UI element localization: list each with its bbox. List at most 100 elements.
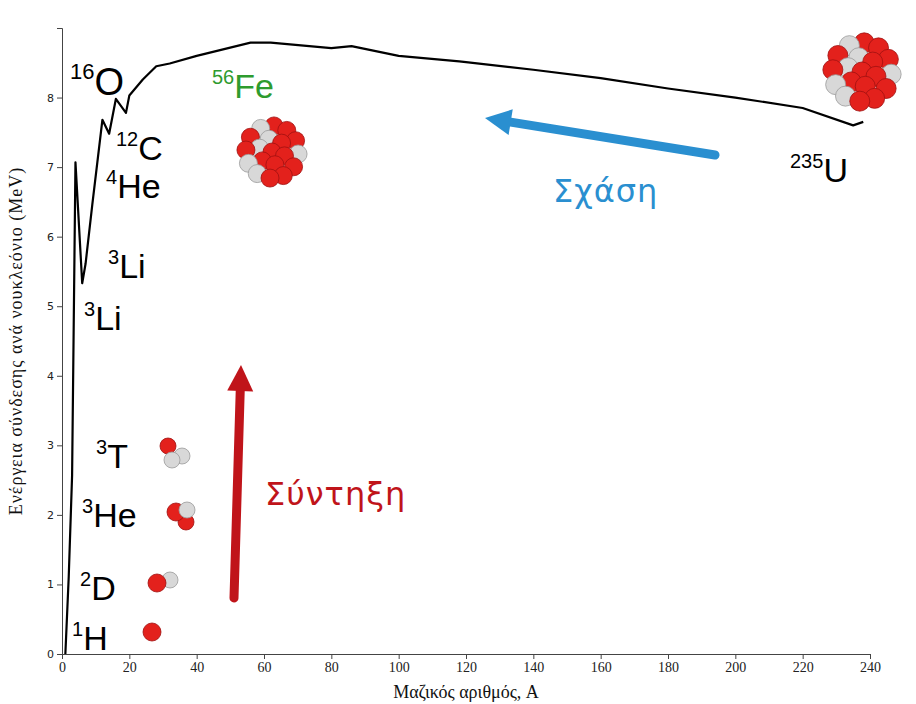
- x-tick-label: 60: [258, 660, 272, 675]
- arrow: [234, 391, 240, 598]
- element-symbol: He: [117, 167, 160, 205]
- nuclide-label: 1H: [72, 618, 108, 657]
- nucleon-icon: [164, 452, 180, 468]
- process-name: Σχάση: [553, 172, 658, 210]
- x-tick: 200: [725, 654, 746, 675]
- x-tick-label: 0: [59, 660, 66, 675]
- x-tick-label: 100: [389, 660, 410, 675]
- nuclide-label: 3Li: [84, 298, 122, 337]
- x-tick: 140: [523, 654, 544, 675]
- y-tick-mark: [57, 167, 62, 168]
- x-tick-mark: [466, 654, 467, 659]
- x-tick: 0: [59, 654, 66, 675]
- x-tick-label: 160: [591, 660, 612, 675]
- mass-number: 3: [108, 246, 119, 268]
- y-tick: 1: [47, 578, 62, 591]
- x-axis: 0 20 40 60 80 100 120 140 160 180 200 220 240: [59, 654, 881, 675]
- y-tick: 5: [47, 300, 62, 313]
- mass-number: 4: [106, 166, 117, 188]
- nucleon-icon: [179, 502, 195, 518]
- x-tick-label: 220: [793, 660, 814, 675]
- plot-area: [65, 43, 863, 654]
- x-tick: 20: [123, 654, 137, 675]
- element-symbol: D: [91, 569, 116, 607]
- y-tick-label: 1: [47, 578, 54, 591]
- mass-number: 2: [80, 568, 91, 590]
- mass-number: 235: [790, 150, 823, 172]
- x-tick-mark: [803, 654, 804, 659]
- y-tick-label: 3: [47, 439, 54, 452]
- nucleon-icon: [143, 623, 161, 641]
- mass-number: 12: [116, 128, 138, 150]
- x-tick-mark: [264, 654, 265, 659]
- nuclide-label: 3T: [96, 436, 128, 475]
- x-tick: 220: [793, 654, 814, 675]
- arrow-head: [227, 365, 253, 391]
- element-symbol: Li: [119, 247, 145, 285]
- y-tick: 7: [47, 161, 62, 174]
- y-tick-label: 5: [47, 300, 54, 313]
- nuclide-label: 3He: [82, 495, 137, 534]
- nucleon-icon: [850, 91, 870, 111]
- nuclide-label: 4He: [106, 166, 161, 205]
- process-label: Σχάση: [553, 172, 658, 210]
- y-tick: 8: [47, 92, 62, 105]
- element-symbol: O: [94, 61, 124, 103]
- arrow-head: [485, 109, 513, 135]
- element-symbol: U: [823, 151, 848, 189]
- y-tick: 2: [47, 509, 62, 522]
- y-tick-mark: [57, 654, 62, 655]
- nuclide-label: 12C: [116, 128, 163, 167]
- annotations: 16O56Fe12C4He3Li3Li3T3He2D1H235UΣχάσηΣύν…: [70, 59, 848, 657]
- y-tick-label: 6: [47, 231, 54, 244]
- x-tick-mark: [870, 654, 871, 659]
- nuclide-label: 56Fe: [212, 66, 274, 105]
- element-symbol: T: [107, 437, 128, 475]
- y-tick-mark: [57, 306, 62, 307]
- x-tick-label: 180: [658, 660, 679, 675]
- y-axis: 0 1 2 3 4 5 6 7 8: [47, 29, 63, 662]
- y-tick-mark: [57, 584, 62, 585]
- x-tick-label: 200: [725, 660, 746, 675]
- x-tick-mark: [399, 654, 400, 659]
- mass-number: 56: [212, 66, 234, 88]
- y-tick-mark: [57, 237, 62, 238]
- element-symbol: Fe: [234, 67, 274, 105]
- y-tick-label: 7: [47, 161, 54, 174]
- x-tick: 180: [658, 654, 679, 675]
- x-tick-label: 240: [860, 660, 881, 675]
- y-tick-mark: [57, 376, 62, 377]
- y-tick-label: 4: [47, 370, 54, 383]
- element-symbol: Li: [95, 299, 121, 337]
- x-tick-mark: [668, 654, 669, 659]
- x-tick-mark: [331, 654, 332, 659]
- x-tick-mark: [601, 654, 602, 659]
- x-tick-label: 20: [123, 660, 137, 675]
- y-tick: 3: [47, 439, 62, 452]
- x-axis-line: [63, 655, 871, 660]
- y-tick-mark: [57, 515, 62, 516]
- chart: 0204060801001201401601802002202400123456…: [0, 0, 916, 704]
- x-tick-label: 140: [523, 660, 544, 675]
- x-tick: 120: [456, 654, 477, 675]
- y-tick-mark: [57, 98, 62, 99]
- x-tick-label: 120: [456, 660, 477, 675]
- y-tick: 4: [47, 370, 62, 383]
- nuclide-label: 16O: [70, 59, 124, 103]
- mass-number: 1: [72, 618, 83, 640]
- y-tick-label: 0: [47, 648, 54, 661]
- x-axis-title: Μαζικός αριθμός, A: [393, 682, 539, 702]
- element-symbol: C: [138, 129, 163, 167]
- nuclide-label: 235U: [790, 150, 848, 189]
- process-name: Σύντηξη: [265, 475, 406, 513]
- x-tick: 40: [190, 654, 204, 675]
- mass-number: 3: [84, 298, 95, 320]
- binding-energy-curve: [65, 43, 863, 654]
- element-symbol: He: [93, 496, 136, 534]
- nucleon-icon: [261, 169, 279, 187]
- y-tick: 0: [47, 648, 62, 661]
- x-tick-label: 80: [325, 660, 339, 675]
- x-tick: 80: [325, 654, 339, 675]
- x-tick-mark: [197, 654, 198, 659]
- y-axis-line: [57, 29, 63, 655]
